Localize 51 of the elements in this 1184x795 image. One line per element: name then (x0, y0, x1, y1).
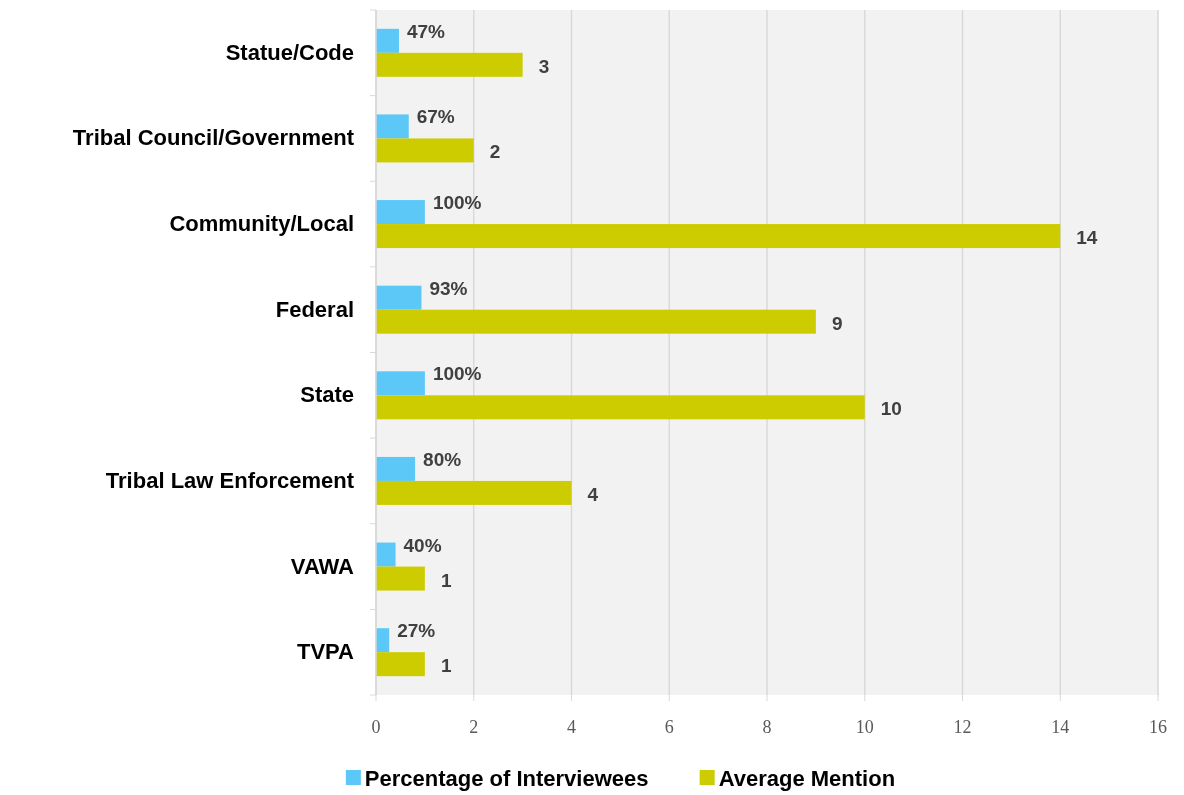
data-label: 2 (489, 141, 501, 163)
data-label: 3 (538, 55, 550, 77)
data-label: 40% (403, 534, 442, 556)
x-tick-label: 14 (1051, 717, 1070, 737)
y-tick-label: Tribal Council/Government (72, 125, 355, 151)
data-label: 9 (831, 312, 843, 334)
y-tick-label: Statue/Code (225, 39, 354, 65)
y-tick-label: Community/Local (169, 211, 354, 237)
x-tick-label: 4 (567, 717, 576, 737)
x-tick-label: 16 (1149, 717, 1167, 737)
y-tick-label: TVPA (296, 639, 355, 665)
y-tick-label: Tribal Law Enforcement (105, 467, 355, 493)
data-label: 100% (432, 363, 482, 385)
data-label: 10 (880, 398, 902, 420)
x-tick-label: 10 (855, 717, 874, 737)
bar (376, 566, 425, 591)
data-label: 100% (432, 192, 482, 214)
data-label: 4 (587, 483, 599, 505)
bar (376, 628, 390, 653)
bar (376, 224, 1061, 249)
data-label: 93% (429, 277, 468, 299)
x-tick-label: 12 (953, 717, 972, 737)
data-label: 1 (440, 655, 452, 677)
data-label: 1 (440, 569, 452, 591)
bar (376, 371, 425, 396)
bar (376, 480, 572, 505)
bar (376, 200, 425, 225)
bar (376, 652, 425, 677)
y-tick-label: State (300, 382, 354, 408)
x-tick-label: 2 (469, 717, 479, 737)
data-label: 47% (406, 20, 446, 42)
data-label: 80% (423, 448, 462, 470)
bar (376, 395, 865, 420)
x-tick-label: 8 (762, 717, 772, 737)
legend-label: Percentage of Interviewees (364, 766, 649, 791)
bar (376, 52, 523, 77)
x-tick-label: 0 (371, 717, 381, 737)
legend-label: Average Mention (718, 766, 896, 791)
bar (376, 285, 422, 310)
bar (376, 542, 396, 567)
bar (376, 138, 474, 163)
y-tick-label: VAWA (290, 553, 355, 579)
bar (376, 114, 409, 139)
bar (376, 309, 816, 334)
y-tick-label: Federal (275, 296, 354, 322)
data-label: 27% (397, 620, 436, 642)
data-label: 14 (1076, 227, 1098, 249)
bar (376, 456, 416, 481)
bar (376, 28, 399, 53)
data-label: 67% (416, 106, 455, 128)
x-tick-label: 6 (664, 717, 674, 737)
